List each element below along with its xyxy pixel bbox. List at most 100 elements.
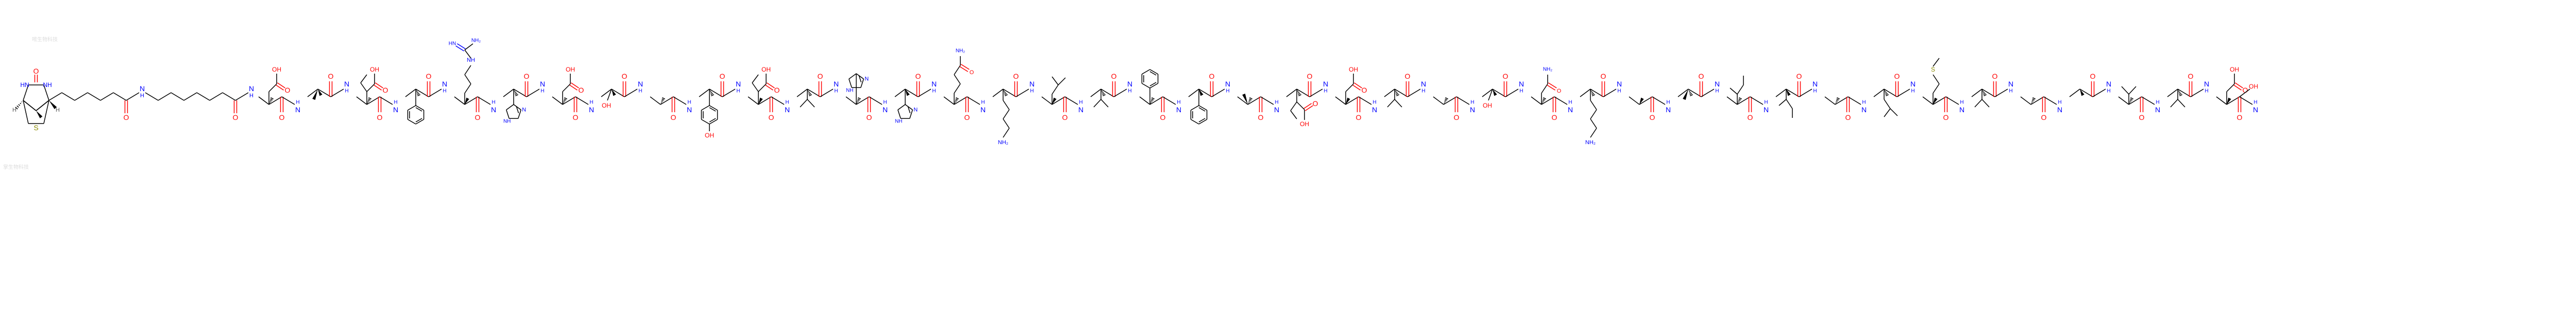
svg-text:N: N <box>1519 80 1524 88</box>
svg-text:O: O <box>1650 113 1655 121</box>
svg-text:O: O <box>33 67 39 75</box>
svg-text:H: H <box>785 100 789 106</box>
svg-text:O: O <box>328 72 334 80</box>
svg-text:NH: NH <box>846 88 853 94</box>
svg-text:H: H <box>1079 100 1082 106</box>
svg-text:N: N <box>344 80 349 88</box>
svg-text:O: O <box>1454 113 1460 121</box>
svg-text:O: O <box>1258 113 1264 121</box>
svg-text:O: O <box>124 113 129 121</box>
svg-text:O: O <box>579 86 584 94</box>
svg-text:O: O <box>1307 72 1313 80</box>
svg-text:H: H <box>736 89 740 94</box>
svg-text:H: H <box>1030 89 1033 94</box>
svg-text:N: N <box>1959 106 1964 114</box>
svg-text:N: N <box>883 106 888 114</box>
svg-text:O: O <box>1062 113 1068 121</box>
svg-text:O: O <box>573 113 579 121</box>
svg-text:N: N <box>491 106 496 114</box>
svg-text:H: H <box>1666 100 1670 106</box>
svg-text:O: O <box>279 113 285 121</box>
svg-text:O: O <box>1209 72 1215 80</box>
svg-text:H: H <box>1568 100 1572 106</box>
svg-text:O: O <box>1405 72 1411 80</box>
svg-text:O: O <box>1503 72 1509 80</box>
svg-text:H: H <box>2205 89 2208 94</box>
svg-text:H: H <box>2253 100 2257 106</box>
svg-text:O: O <box>867 113 872 121</box>
svg-text:H: H <box>296 100 299 106</box>
svg-text:O: O <box>1845 113 1851 121</box>
svg-text:N: N <box>980 106 986 114</box>
svg-text:O: O <box>524 72 530 80</box>
svg-text:O: O <box>1013 72 1019 80</box>
svg-text:N: N <box>736 80 741 88</box>
svg-text:NH₂: NH₂ <box>1585 139 1596 146</box>
svg-text:N: N <box>1421 80 1426 88</box>
svg-text:H: H <box>1324 89 1327 94</box>
svg-text:H: H <box>249 93 253 99</box>
svg-text:H: H <box>834 89 838 94</box>
svg-text:O: O <box>1362 86 1367 94</box>
svg-text:H: H <box>1470 100 1474 106</box>
svg-text:O: O <box>1943 113 1949 121</box>
svg-text:N: N <box>2253 106 2258 114</box>
svg-text:H: H <box>394 100 397 106</box>
svg-text:H: H <box>687 100 691 106</box>
svg-text:N: N <box>1274 106 1279 114</box>
svg-text:OH: OH <box>1483 102 1492 109</box>
svg-text:H: H <box>883 100 887 106</box>
svg-text:N: N <box>1617 80 1622 88</box>
svg-text:H: H <box>345 89 348 94</box>
svg-text:N: N <box>834 80 839 88</box>
svg-text:HN: HN <box>449 41 456 47</box>
svg-text:N: N <box>2155 106 2160 114</box>
svg-text:N: N <box>249 84 254 93</box>
svg-text:OH: OH <box>705 132 714 139</box>
svg-text:O: O <box>1111 72 1117 80</box>
svg-text:H: H <box>140 93 144 99</box>
svg-text:H: H <box>1421 89 1425 94</box>
svg-text:N: N <box>1176 106 1181 114</box>
svg-text:N: N <box>1127 80 1132 88</box>
svg-text:O: O <box>622 72 628 80</box>
watermark: 嘧生物科技 <box>32 35 58 43</box>
svg-text:O: O <box>671 113 676 121</box>
svg-text:O: O <box>1552 113 1557 121</box>
svg-text:N: N <box>442 80 447 88</box>
svg-text:H: H <box>932 89 936 94</box>
svg-text:N: N <box>2008 80 2013 88</box>
svg-text:N: N <box>2106 80 2111 88</box>
svg-text:N: N <box>522 107 526 113</box>
svg-text:N: N <box>393 106 398 114</box>
svg-text:H: H <box>1617 89 1621 94</box>
svg-text:OH: OH <box>602 102 611 109</box>
svg-text:H: H <box>1715 89 1719 94</box>
svg-text:N: N <box>687 106 692 114</box>
svg-text:H: H <box>12 107 16 113</box>
svg-text:N: N <box>638 80 643 88</box>
svg-text:H: H <box>1128 89 1131 94</box>
svg-text:H: H <box>1177 100 1180 106</box>
svg-text:O: O <box>964 113 970 121</box>
svg-text:N: N <box>785 106 790 114</box>
svg-text:O: O <box>475 113 481 121</box>
svg-text:O: O <box>1699 72 1704 80</box>
svg-text:N: N <box>1861 106 1867 114</box>
svg-text:N: N <box>1078 106 1083 114</box>
svg-text:H: H <box>2156 100 2159 106</box>
svg-text:N: N <box>913 107 918 113</box>
svg-text:N: N <box>865 76 869 82</box>
svg-text:O: O <box>1748 113 1753 121</box>
svg-text:H: H <box>2107 89 2110 94</box>
svg-text:OH: OH <box>272 66 281 73</box>
svg-text:O: O <box>2090 72 2096 80</box>
svg-text:OH: OH <box>566 66 575 73</box>
svg-text:O: O <box>1894 72 1900 80</box>
svg-text:NH: NH <box>43 81 52 89</box>
svg-text:N: N <box>1372 106 1377 114</box>
svg-text:O: O <box>1601 72 1606 80</box>
svg-text:H: H <box>540 89 544 94</box>
svg-text:O: O <box>1356 113 1362 121</box>
svg-text:O: O <box>1313 99 1318 108</box>
